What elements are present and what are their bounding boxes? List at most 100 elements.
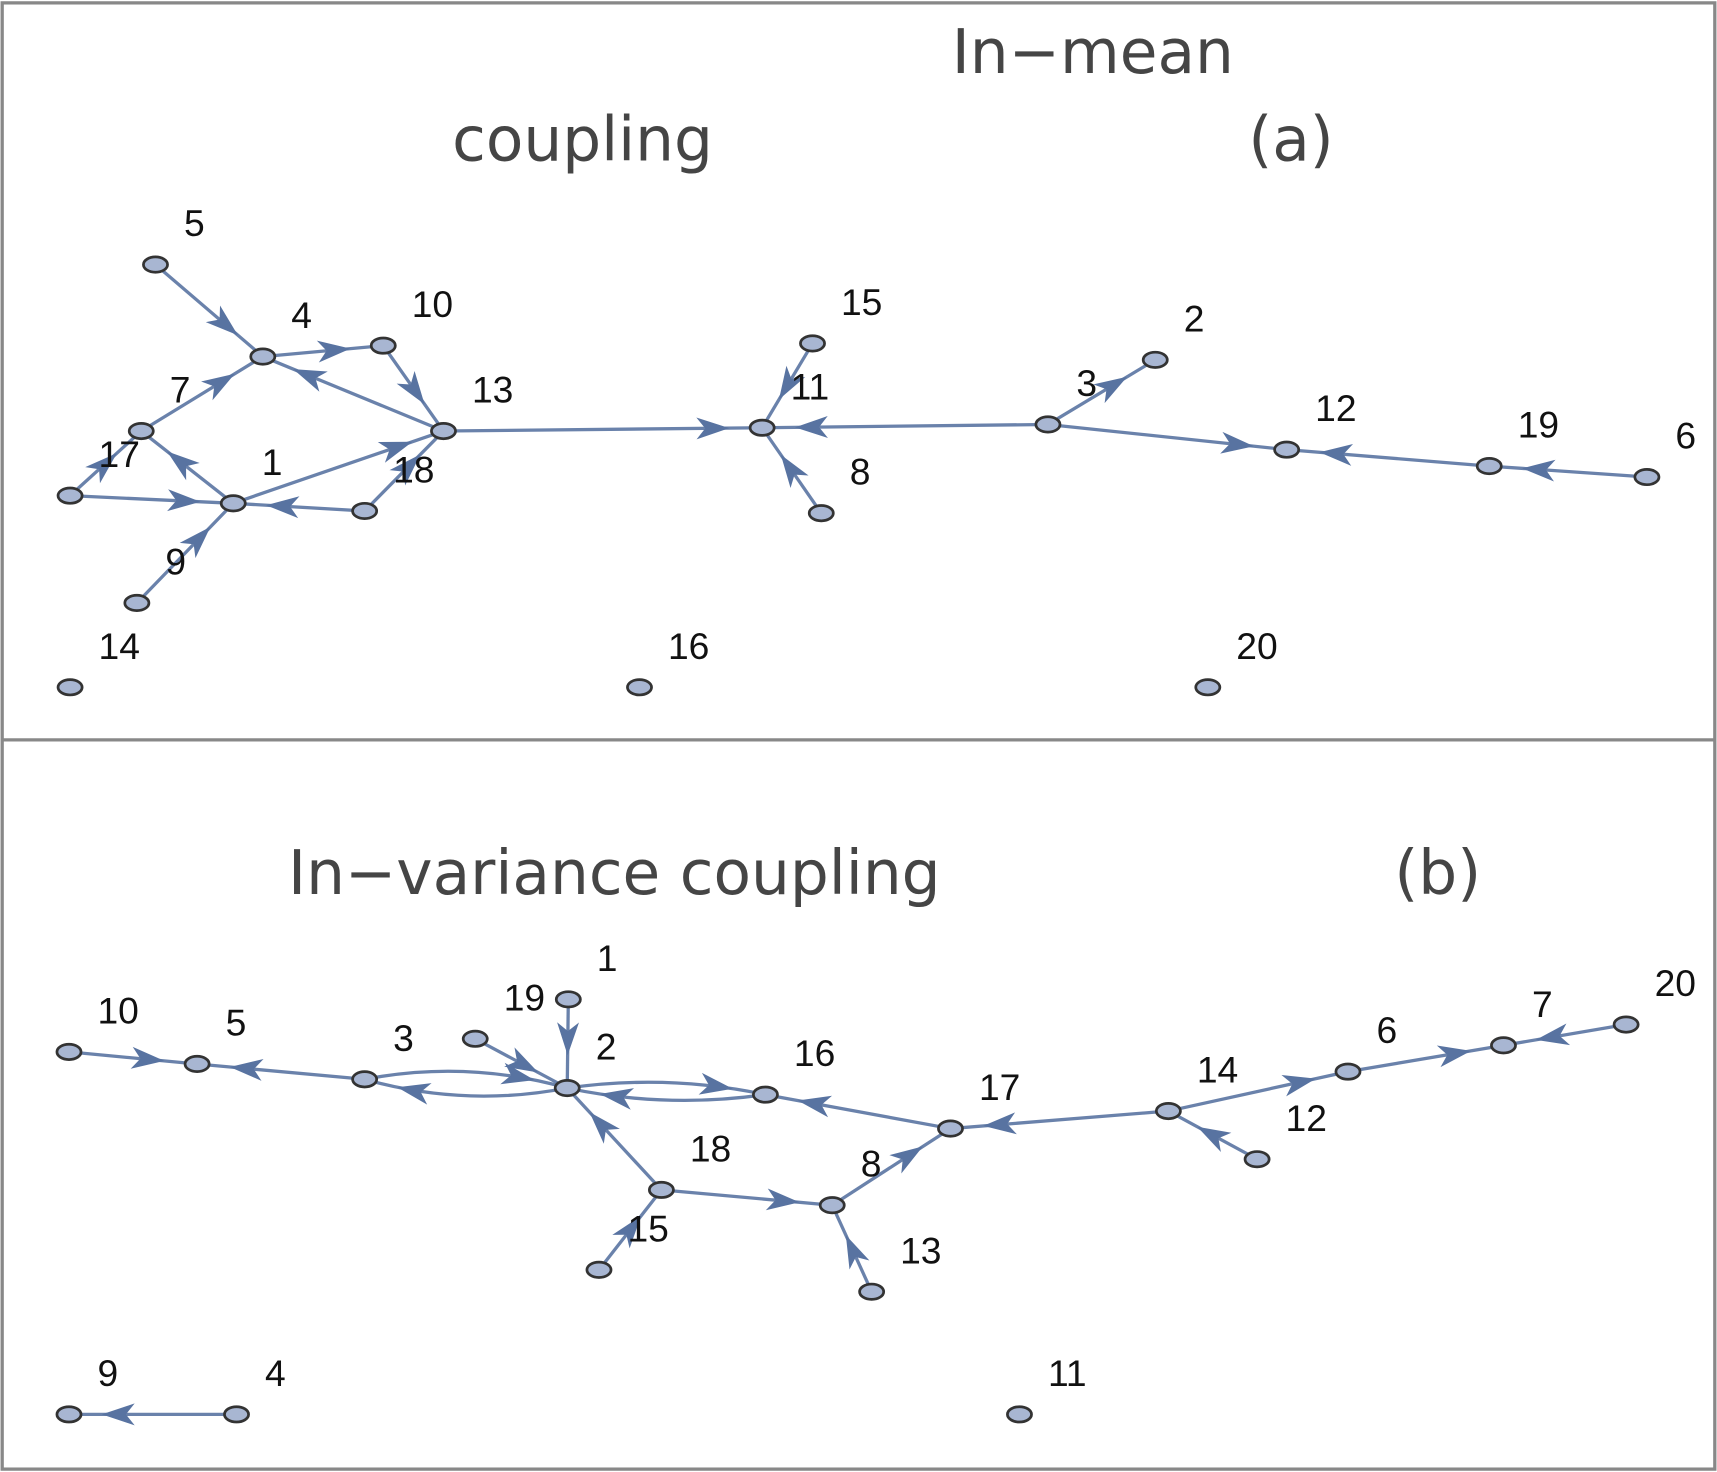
arrowhead: [229, 1059, 264, 1081]
arrowhead: [201, 373, 235, 401]
node-label: 12: [1315, 387, 1356, 429]
arrowhead: [396, 371, 425, 405]
edge: [140, 429, 235, 505]
panel-tag: (b): [1394, 838, 1481, 909]
node-label: 9: [165, 540, 186, 582]
edge: [233, 501, 365, 513]
edge: [1347, 1043, 1504, 1074]
node-label: 11: [791, 365, 830, 407]
node: [647, 1180, 675, 1199]
node-label: 3: [1076, 362, 1097, 404]
node-label: 15: [841, 281, 882, 323]
edge: [566, 1086, 663, 1192]
node: [1475, 457, 1503, 476]
node: [56, 486, 84, 505]
edge: [364, 1077, 568, 1098]
edge: [1489, 464, 1648, 479]
node: [1194, 678, 1222, 697]
node: [123, 593, 151, 612]
node-label: 19: [504, 976, 545, 1018]
node-label: 15: [627, 1207, 668, 1249]
node: [752, 1085, 779, 1104]
node-label: 7: [1532, 983, 1553, 1025]
node-label: 2: [596, 1026, 617, 1068]
node: [858, 1282, 886, 1301]
node-label: 7: [170, 369, 191, 411]
node: [1633, 467, 1661, 487]
arrowhead: [698, 1072, 733, 1095]
node: [799, 334, 826, 353]
node-label: 9: [97, 1352, 118, 1394]
arrowhead: [167, 489, 201, 512]
node: [430, 422, 457, 441]
arrowhead: [1281, 1075, 1316, 1097]
node: [351, 1070, 379, 1089]
edge: [831, 1127, 952, 1207]
arrowhead: [1197, 1126, 1232, 1153]
edge: [1286, 448, 1490, 468]
edge: [135, 502, 235, 605]
edge: [140, 355, 264, 433]
panel-title: In−mean: [952, 17, 1234, 88]
node: [937, 1119, 964, 1138]
node: [553, 1079, 581, 1098]
arrowhead: [1093, 376, 1128, 404]
node: [1273, 440, 1301, 459]
node: [585, 1260, 613, 1279]
node: [351, 501, 379, 521]
node: [1490, 1036, 1517, 1055]
node-label: 5: [184, 202, 205, 244]
edge: [70, 494, 234, 505]
node-label: 19: [1518, 404, 1559, 446]
arrowhead: [778, 365, 806, 400]
arrowhead: [504, 1047, 539, 1073]
arrowhead: [266, 496, 300, 519]
node-label: 18: [393, 449, 434, 491]
node-label: 3: [393, 1017, 414, 1059]
node-label: 14: [1197, 1049, 1238, 1091]
node-label: 6: [1675, 415, 1696, 457]
arrowhead: [589, 1112, 620, 1144]
node: [183, 1054, 211, 1073]
arrowhead: [397, 1083, 432, 1105]
edge: [950, 1109, 1169, 1131]
arrowhead: [500, 1062, 535, 1085]
arrowhead: [765, 1188, 800, 1211]
arrowhead: [85, 453, 117, 484]
arrowhead: [983, 1112, 1017, 1135]
node-label: 20: [1236, 625, 1277, 667]
node-label: 10: [412, 283, 453, 325]
edge: [364, 1069, 568, 1090]
edge: [196, 1062, 365, 1081]
edge: [661, 1188, 833, 1207]
node-label: 2: [1184, 297, 1205, 339]
arrowhead: [1436, 1045, 1472, 1068]
node: [1243, 1150, 1271, 1169]
arrowhead: [377, 441, 413, 463]
node-label: 5: [226, 1001, 247, 1043]
arrowhead: [794, 416, 828, 438]
node: [219, 494, 247, 513]
node-label: 20: [1655, 962, 1696, 1004]
edge: [1047, 358, 1157, 426]
node-label: 8: [861, 1143, 882, 1185]
node: [748, 418, 776, 437]
node: [127, 422, 155, 441]
edge: [765, 1093, 951, 1131]
edge: [68, 1050, 198, 1066]
node-label: 1: [262, 441, 283, 483]
node: [461, 1029, 489, 1048]
node-label: 12: [1286, 1097, 1327, 1139]
arrowhead: [130, 1046, 165, 1069]
arrowhead: [101, 1403, 135, 1426]
arrowhead: [389, 454, 421, 486]
arrowhead: [179, 526, 211, 559]
node: [1154, 1102, 1182, 1121]
node-label: 8: [850, 451, 871, 493]
arrowhead: [557, 1022, 579, 1056]
node-label: 10: [97, 989, 138, 1031]
edge: [1503, 1022, 1627, 1047]
node: [55, 1405, 83, 1424]
